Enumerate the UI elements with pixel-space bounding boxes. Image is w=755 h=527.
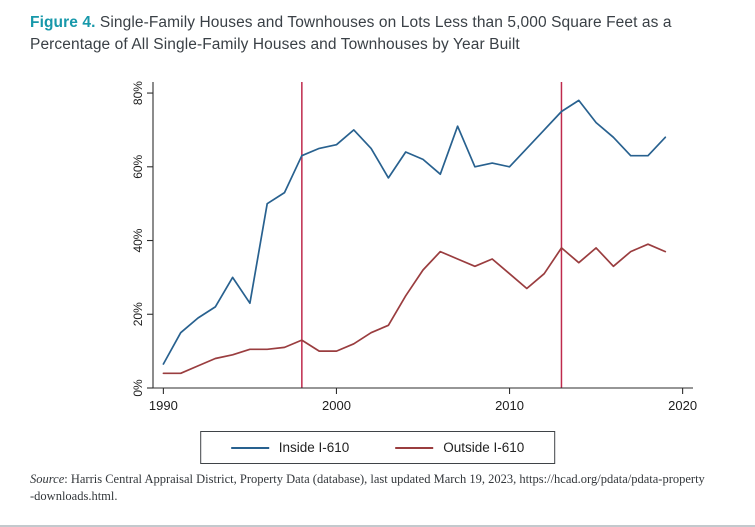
svg-text:2000: 2000 — [322, 398, 351, 413]
source-note: Source: Harris Central Appraisal Distric… — [30, 471, 735, 504]
legend-item-inside: Inside I-610 — [230, 440, 350, 455]
legend-label-outside: Outside I-610 — [443, 440, 525, 455]
line-chart: 0% 20% 40% 60% 80% 1990 2000 2010 2020 — [131, 81, 697, 413]
svg-text:40%: 40% — [131, 228, 145, 252]
figure-label: Figure 4. — [30, 14, 96, 31]
inside-line-swatch — [230, 446, 269, 449]
legend-label-inside: Inside I-610 — [278, 440, 350, 455]
chart-legend: Inside I-610 Outside I-610 — [199, 431, 556, 464]
figure-title: Figure 4. Single-Family Houses and Townh… — [30, 12, 730, 56]
svg-text:60%: 60% — [131, 154, 145, 178]
svg-text:2010: 2010 — [495, 398, 524, 413]
svg-text:80%: 80% — [131, 81, 145, 105]
svg-text:2020: 2020 — [668, 398, 697, 413]
figure-title-text: Single-Family Houses and Townhouses on L… — [30, 14, 672, 53]
legend-item-outside: Outside I-610 — [395, 440, 524, 455]
source-label: Source — [30, 472, 65, 486]
svg-text:0%: 0% — [131, 379, 145, 397]
svg-text:1990: 1990 — [149, 398, 178, 413]
svg-text:20%: 20% — [131, 302, 145, 326]
outside-line-swatch — [395, 446, 434, 449]
source-text-line2: -downloads.html. — [30, 488, 118, 503]
source-text-line1: : Harris Central Appraisal District, Pro… — [64, 472, 705, 486]
